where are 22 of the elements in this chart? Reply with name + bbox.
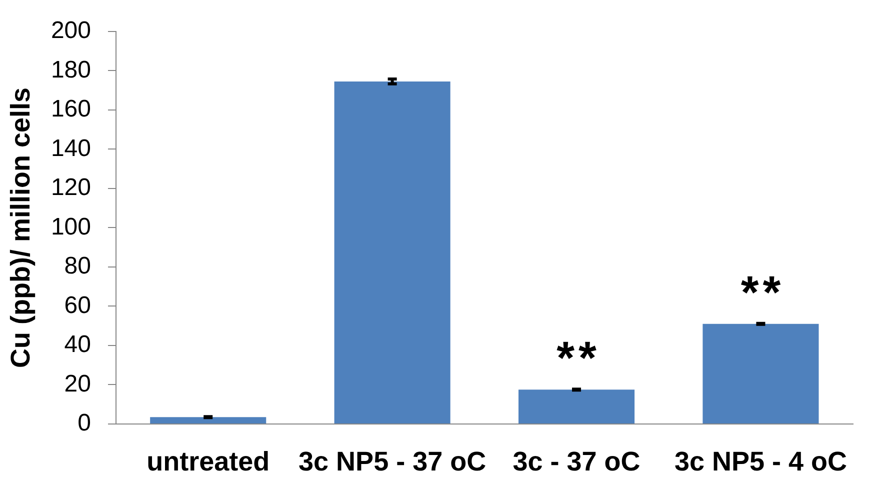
bar bbox=[150, 417, 266, 424]
y-tick-label: 180 bbox=[50, 56, 91, 84]
annotation: ** bbox=[740, 266, 785, 318]
y-axis-title: Cu (ppb)/ million cells bbox=[6, 87, 36, 368]
bar bbox=[702, 324, 819, 424]
x-tick-label: 3c NP5 - 37 oC bbox=[298, 446, 486, 477]
y-tick-label: 200 bbox=[50, 17, 91, 44]
annotation: ** bbox=[556, 332, 600, 384]
x-tick-label: 3c - 37 oC bbox=[512, 446, 640, 477]
bar bbox=[518, 390, 635, 424]
y-tick-label: 120 bbox=[50, 174, 91, 202]
y-tick-label: 140 bbox=[50, 134, 91, 162]
x-tick-label: 3c NP5 - 4 oC bbox=[674, 446, 847, 477]
y-tick-label: 160 bbox=[50, 96, 91, 123]
bar bbox=[334, 81, 450, 424]
y-tick-label: 100 bbox=[50, 213, 91, 240]
x-tick-label: untreated bbox=[146, 446, 270, 477]
y-tick-label: 40 bbox=[64, 331, 91, 358]
y-tick-label: 0 bbox=[78, 410, 91, 437]
y-tick-label: 60 bbox=[64, 292, 91, 319]
y-tick-label: 80 bbox=[64, 252, 91, 280]
y-tick-label: 20 bbox=[64, 370, 91, 398]
